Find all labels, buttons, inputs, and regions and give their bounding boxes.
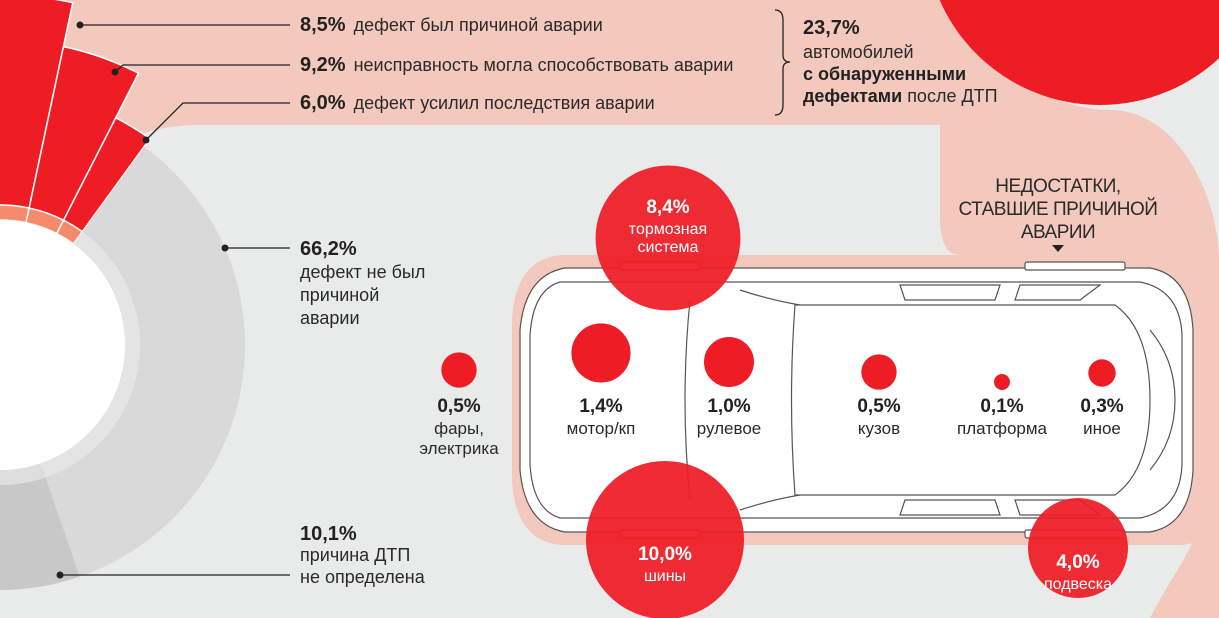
leader-dot bbox=[142, 136, 150, 144]
bubble-6 bbox=[704, 337, 754, 387]
pie-segment-inner-4 bbox=[40, 231, 141, 478]
bubble-7 bbox=[861, 354, 897, 390]
bubble-value: 8,4% bbox=[646, 197, 689, 218]
bubble-5 bbox=[571, 323, 631, 383]
bubble-9 bbox=[1088, 359, 1116, 387]
segment-text-4: причиной bbox=[300, 285, 379, 305]
bubble-label: кузов bbox=[858, 419, 900, 438]
bubble-8 bbox=[994, 374, 1010, 390]
bubble-value: 0,3% bbox=[1080, 396, 1123, 417]
bubble-label: тормозная bbox=[629, 221, 707, 238]
leader-dot bbox=[76, 21, 84, 29]
heading-line2: СТАВШИЕ ПРИЧИНОЙ bbox=[959, 198, 1158, 220]
pie-center bbox=[0, 220, 125, 470]
bubble-value: 4,0% bbox=[1056, 552, 1099, 573]
pie-segment-5 bbox=[0, 477, 80, 590]
segment-label-3: 6,0% дефект усилил последствия аварии bbox=[300, 92, 655, 114]
bubble-value: 0,5% bbox=[437, 396, 480, 417]
segment-label-1: 8,5% дефект был причиной аварии bbox=[300, 14, 603, 36]
leader-dot bbox=[56, 571, 64, 579]
bubble-label: фары, bbox=[434, 419, 484, 438]
bubble-2 bbox=[585, 460, 745, 618]
segment-value-5: 10,1% bbox=[300, 523, 357, 545]
bubble-1 bbox=[595, 165, 741, 311]
summary-value: 23,7% bbox=[803, 17, 860, 39]
segment-text-4: аварии bbox=[300, 308, 360, 328]
pie-segment-inner-1 bbox=[0, 204, 30, 224]
summary-line3: дефектами после ДТП bbox=[803, 86, 998, 106]
bubble-label: мотор/кп bbox=[567, 419, 636, 438]
heading-line3: АВАРИИ bbox=[1021, 222, 1095, 243]
pie-segment-inner-5 bbox=[0, 463, 46, 485]
heading-line1: НЕДОСТАТКИ, bbox=[995, 176, 1120, 197]
bubble-label: система bbox=[638, 239, 699, 256]
bubble-value: 0,5% bbox=[857, 396, 900, 417]
bubble-value: 1,0% bbox=[707, 396, 750, 417]
pie-chart bbox=[0, 0, 246, 590]
bubble-label: подвеска bbox=[1044, 576, 1112, 593]
bubble-label: иное bbox=[1083, 419, 1121, 438]
leader-dot bbox=[111, 68, 119, 76]
bubble-4 bbox=[441, 352, 477, 388]
bubble-value: 1,4% bbox=[579, 396, 622, 417]
summary-line2: с обнаруженными bbox=[803, 64, 966, 84]
leader-dot bbox=[221, 244, 229, 252]
bubble-label: платформа bbox=[957, 419, 1048, 438]
segment-text-5: причина ДТП bbox=[300, 545, 410, 565]
bubble-value: 0,1% bbox=[980, 396, 1023, 417]
pie-segment-4 bbox=[45, 146, 246, 577]
segment-value-4: 66,2% bbox=[300, 238, 357, 260]
bubble-label: электрика bbox=[419, 439, 499, 458]
leader-lines bbox=[60, 9, 791, 576]
arrow-down-icon bbox=[1052, 245, 1064, 252]
bubble-3 bbox=[1028, 498, 1128, 598]
bubble-label: рулевое bbox=[697, 419, 762, 438]
decorative-red-circle bbox=[939, 0, 1219, 105]
bubble-value: 10,0% bbox=[638, 544, 692, 565]
segment-label-2: 9,2% неисправность могла способствовать а… bbox=[300, 54, 733, 76]
segment-text-5: не определена bbox=[300, 567, 426, 587]
bubble-label: шины bbox=[644, 568, 686, 585]
segment-text-4: дефект не был bbox=[300, 262, 425, 282]
summary-line1: автомобилей bbox=[803, 42, 914, 62]
